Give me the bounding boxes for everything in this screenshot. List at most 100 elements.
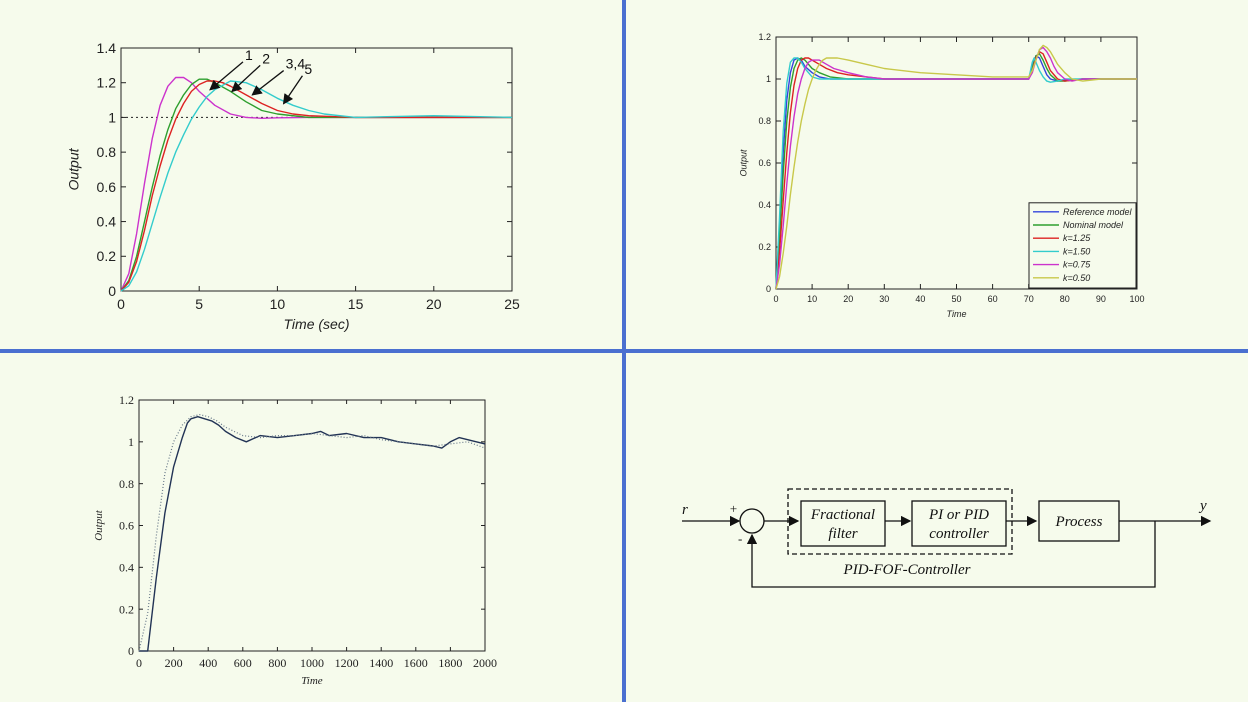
tl-ytick-label: 0 (108, 283, 116, 299)
tr-legend-label-4: k=0.75 (1063, 260, 1091, 270)
tl-yaxis-label: Output (66, 147, 82, 190)
tr-legend-label-1: Nominal model (1063, 220, 1124, 230)
tr-xtick-label: 80 (1060, 294, 1070, 304)
pid-controller-block (911, 500, 1007, 547)
tl-series-line-1 (120, 78, 512, 292)
tr-xtick-label: 70 (1024, 294, 1034, 304)
tl-ytick-label: 1.2 (97, 75, 117, 91)
tl-ytick-label: 0.8 (97, 144, 117, 160)
tr-ytick-label: 0.6 (758, 158, 771, 168)
pid-controller-label-2: controller (929, 526, 989, 542)
bl-xtick-label: 1400 (369, 656, 393, 670)
tl-xtick-label: 25 (504, 296, 520, 312)
tr-xtick-label: 30 (879, 294, 889, 304)
plus-sign: + (729, 501, 738, 516)
tr-xtick-label: 100 (1129, 294, 1144, 304)
tr-ytick-label: 1.2 (758, 32, 771, 42)
tl-ytick-label: 0.6 (97, 179, 117, 195)
bl-xtick-label: 1000 (300, 656, 324, 670)
tr-series-line-3 (775, 57, 1137, 290)
tr-legend-label-3: k=1.50 (1063, 246, 1090, 256)
tr-legend-label-5: k=0.50 (1063, 273, 1090, 283)
tl-ytick-label: 0.4 (97, 213, 117, 229)
tr-xtick-label: 20 (843, 294, 853, 304)
tl-annotation-arrow-3 (282, 75, 303, 105)
tl-annotation-label-0: 1 (245, 47, 253, 63)
tl-xaxis-label: Time (sec) (284, 316, 350, 332)
tr-legend-label-0: Reference model (1063, 207, 1133, 217)
tl-annotation-label-3: 5 (304, 61, 312, 77)
tl-ytick-label: 0.2 (97, 248, 117, 264)
tr-xtick-label: 40 (915, 294, 925, 304)
horizontal-divider (0, 349, 1248, 353)
tr-yaxis-label: Output (739, 149, 749, 177)
fractional-filter-label-2: filter (828, 526, 857, 542)
bl-yaxis-label: Output (93, 509, 105, 541)
tr-legend-label-2: k=1.25 (1063, 233, 1091, 243)
tr-xtick-label: 90 (1096, 294, 1106, 304)
tr-legend-box (1028, 202, 1137, 289)
tl-ytick-label: 1 (108, 109, 116, 125)
tr-series-line-5 (775, 44, 1137, 290)
fractional-filter-block (800, 500, 886, 547)
tr-xtick-label: 0 (773, 294, 778, 304)
chart-tr-group: 0 10 20 30 40 50 60 70 80 90 100 0 0.2 0.4 0.6 0.8 1 1.2 T… (739, 32, 1145, 319)
tl-xtick-label: 10 (270, 296, 286, 312)
tr-xtick-label: 10 (807, 294, 817, 304)
bl-xtick-label: 800 (268, 656, 286, 670)
bl-xtick-label: 200 (165, 656, 183, 670)
pid-controller-label-1: PI or PID (928, 507, 989, 523)
bl-xtick-label: 2000 (473, 656, 497, 670)
tr-series-line-2 (775, 51, 1137, 290)
bl-xtick-label: 1800 (438, 656, 462, 670)
bl-ytick-label: 1.2 (119, 393, 134, 407)
tr-ytick-label: 1 (766, 74, 771, 84)
tl-xtick-label: 15 (348, 296, 364, 312)
process-label: Process (1055, 514, 1103, 530)
tl-annotation-arrow-0 (209, 61, 244, 91)
bl-ytick-label: 0.2 (119, 602, 134, 616)
bl-xaxis-label: Time (301, 675, 323, 687)
input-label-r: r (682, 502, 688, 518)
output-label-y: y (1198, 498, 1207, 514)
tl-plot-frame (120, 47, 513, 292)
tl-xtick-label: 0 (117, 296, 125, 312)
tl-series-line-2 (120, 80, 512, 292)
tl-xtick-label: 5 (195, 296, 203, 312)
bl-ytick-label: 0 (128, 644, 134, 658)
feedback-path (746, 521, 1156, 588)
bl-series-line-0 (139, 416, 486, 652)
tr-ytick-label: 0.4 (758, 200, 771, 210)
bl-xtick-label: 600 (234, 656, 252, 670)
bl-series-line-1 (138, 414, 486, 652)
tl-annotation-label-1: 2 (262, 50, 270, 66)
bl-xtick-label: 400 (199, 656, 217, 670)
tr-xtick-label: 60 (988, 294, 998, 304)
group-label: PID-FOF-Controller (843, 562, 971, 578)
minus-sign: - (738, 531, 742, 546)
tl-series-line-3 (120, 80, 513, 292)
tr-series-line-4 (775, 46, 1137, 290)
tr-ytick-label: 0.8 (758, 116, 771, 126)
tl-annotation-arrow-2 (251, 70, 285, 96)
bl-ytick-label: 1 (128, 435, 134, 449)
tl-annotation-arrow-1 (231, 64, 261, 93)
fractional-filter-label-1: Fractional (810, 507, 875, 523)
chart-bl-group: 0 200 400 600 800 1000 1200 1400 1600 1800 2000 0 0.… (93, 393, 497, 687)
tl-annotation-label-2: 3,4 (286, 56, 306, 72)
tr-ytick-label: 0 (766, 284, 771, 294)
bl-ytick-label: 0.6 (119, 519, 134, 533)
tr-xtick-label: 50 (951, 294, 961, 304)
tl-xtick-label: 20 (426, 296, 442, 312)
bl-xtick-label: 0 (136, 656, 142, 670)
summing-junction (739, 508, 765, 534)
bl-ytick-label: 0.4 (119, 561, 134, 575)
bl-xtick-label: 1600 (404, 656, 428, 670)
tr-xaxis-label: Time (947, 309, 967, 319)
tr-ytick-label: 0.2 (758, 242, 771, 252)
